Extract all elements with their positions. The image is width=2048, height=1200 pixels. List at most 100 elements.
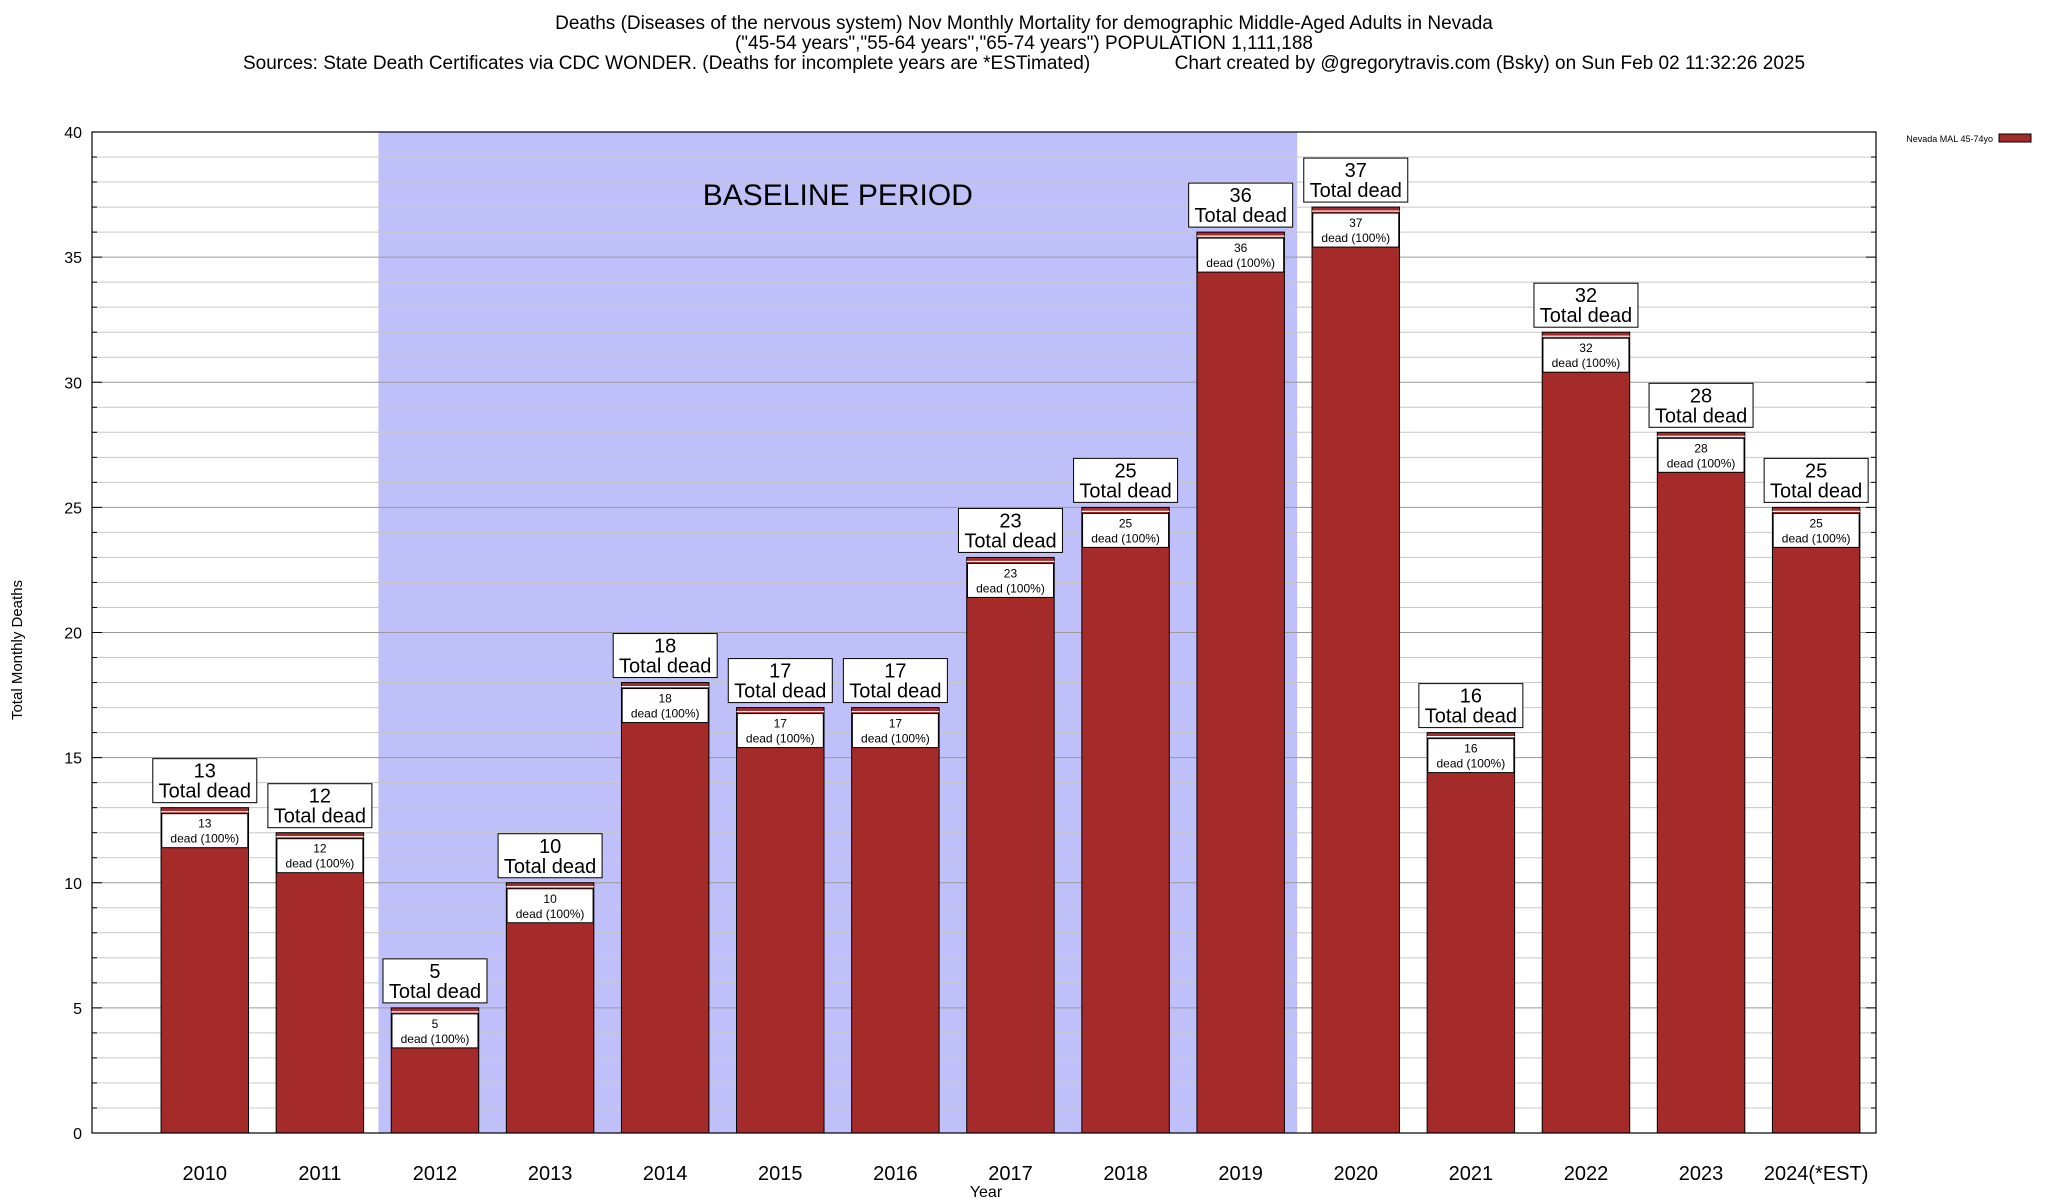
x-tick-label: 2014: [643, 1163, 688, 1185]
bar-inner-label-count: 37: [1349, 216, 1363, 230]
bar: [1656, 431, 1746, 1134]
bar-inner-label-box: [966, 562, 1054, 598]
bar: [1081, 506, 1170, 1134]
bar-total-dead-label: Total dead: [1195, 205, 1287, 227]
bar-inner-label-text: dead (100%): [401, 1032, 470, 1046]
bar-top-label-box: [842, 658, 948, 704]
bar-inner-label-count: 25: [1809, 516, 1823, 530]
y-tick-label: 35: [64, 250, 82, 267]
bar-total-dead-label: Total dead: [964, 530, 1056, 552]
bar-top-label-box: [267, 783, 373, 829]
bar-total-dead-label: Total dead: [1770, 480, 1862, 502]
bar-inner-label-box: [506, 888, 594, 924]
bar-value-label: 25: [1805, 460, 1827, 482]
bar-inner-label-box: [1542, 337, 1630, 373]
bar-top-label-box: [957, 507, 1063, 553]
y-tick-label: 10: [64, 876, 82, 893]
bar-top-label-box: [1303, 157, 1409, 203]
x-tick-label: 2010: [183, 1163, 228, 1185]
bar-inner-label-box: [851, 713, 939, 749]
bar-inner-label-text: dead (100%): [1206, 256, 1275, 270]
x-tick-label: 2021: [1449, 1163, 1494, 1185]
bar-inner-label-box: [1082, 512, 1170, 548]
bar-inner-label-count: 12: [313, 842, 327, 856]
bar-inner-label-count: 18: [659, 692, 673, 706]
bar-total-dead-label: Total dead: [274, 806, 366, 828]
bar-total-dead-label: Total dead: [849, 681, 941, 703]
bar-value-label: 18: [654, 636, 676, 658]
bar: [1541, 331, 1631, 1134]
bar-inner-label-count: 25: [1119, 516, 1133, 530]
bar-inner-label-count: 17: [889, 717, 903, 731]
chart-title-line-2: ("45-54 years","55-64 years","65-74 year…: [734, 33, 1313, 54]
y-tick-label: 25: [64, 500, 82, 517]
bar-top-label-box: [727, 658, 833, 704]
bar-total-dead-label: Total dead: [1425, 706, 1517, 728]
x-tick-label: 2024(*EST): [1764, 1163, 1869, 1185]
bar-top-label-box: [382, 958, 488, 1004]
bar-total-dead-label: Total dead: [1655, 405, 1747, 427]
x-tick-label: 2018: [1103, 1163, 1148, 1185]
chart-title-line-3: Sources: State Death Certificates via CD…: [242, 53, 1806, 74]
bar-inner-label-text: dead (100%): [1552, 356, 1621, 370]
bar: [1311, 206, 1400, 1134]
bar-value-label: 17: [769, 661, 791, 683]
bar-total-dead-label: Total dead: [734, 681, 826, 703]
bar-value-label: 10: [539, 836, 561, 858]
bar-top-label-box: [1188, 182, 1294, 228]
bar-total-dead-label: Total dead: [504, 856, 596, 878]
bar-top-label-box: [497, 833, 603, 879]
bar-inner-label-count: 5: [432, 1017, 439, 1031]
bar-inner-label-text: dead (100%): [1667, 456, 1736, 470]
y-tick-label: 30: [64, 375, 82, 392]
x-tick-label: 2016: [873, 1163, 918, 1185]
bar-value-label: 28: [1690, 385, 1712, 407]
bar: [736, 707, 825, 1134]
bar-top-label-box: [612, 633, 718, 679]
bar-inner-label-box: [1772, 512, 1860, 548]
legend-label: Nevada MAL 45-74yo: [1906, 134, 1993, 144]
bar-value-label: 37: [1345, 160, 1367, 182]
y-tick-label: 40: [64, 125, 82, 142]
bar-total-dead-label: Total dead: [1540, 305, 1632, 327]
bar-inner-label-text: dead (100%): [631, 707, 700, 721]
bar-top-label-box: [152, 758, 258, 804]
bar-inner-label-text: dead (100%): [861, 732, 930, 746]
bar-total-dead-label: Total dead: [619, 656, 711, 678]
bar-value-label: 5: [429, 961, 440, 983]
bar-value-label: 16: [1460, 686, 1482, 708]
x-tick-label: 2015: [758, 1163, 803, 1185]
bar-inner-label-count: 23: [1004, 566, 1018, 580]
bar: [1771, 506, 1861, 1134]
bar-inner-label-box: [736, 713, 824, 749]
y-axis-title: Total Monthly Deaths: [9, 580, 26, 720]
bar-value-label: 25: [1114, 460, 1136, 482]
baseline-period-label: BASELINE PERIOD: [703, 179, 973, 212]
bar: [851, 707, 940, 1134]
bar: [620, 682, 710, 1134]
bar-inner-label-text: dead (100%): [746, 732, 815, 746]
bar-inner-label-count: 17: [774, 717, 788, 731]
bar-inner-label-box: [1197, 237, 1285, 273]
bar-inner-label-text: dead (100%): [1437, 757, 1506, 771]
x-tick-label: 2020: [1334, 1163, 1379, 1185]
bar-inner-label-count: 10: [543, 892, 557, 906]
bar-inner-label-count: 28: [1694, 441, 1708, 455]
legend-swatch: [1998, 133, 2032, 143]
bar-total-dead-label: Total dead: [389, 981, 481, 1003]
y-tick-label: 5: [73, 1001, 82, 1018]
bar-inner-label-box: [1427, 738, 1515, 774]
bar-inner-label-text: dead (100%): [170, 832, 239, 846]
bar-inner-label-box: [391, 1013, 479, 1049]
plot-frame: [91, 131, 1877, 1134]
bar-value-label: 12: [309, 786, 331, 808]
bar-inner-label-text: dead (100%): [976, 581, 1045, 595]
x-tick-label: 2012: [413, 1163, 458, 1185]
bar-inner-label-text: dead (100%): [286, 857, 355, 871]
bar-total-dead-label: Total dead: [1079, 480, 1171, 502]
bar-total-dead-label: Total dead: [1310, 180, 1402, 202]
x-tick-label: 2017: [988, 1163, 1033, 1185]
x-tick-label: 2023: [1679, 1163, 1724, 1185]
y-tick-label: 0: [73, 1126, 82, 1143]
bar-inner-label-count: 13: [198, 817, 212, 831]
